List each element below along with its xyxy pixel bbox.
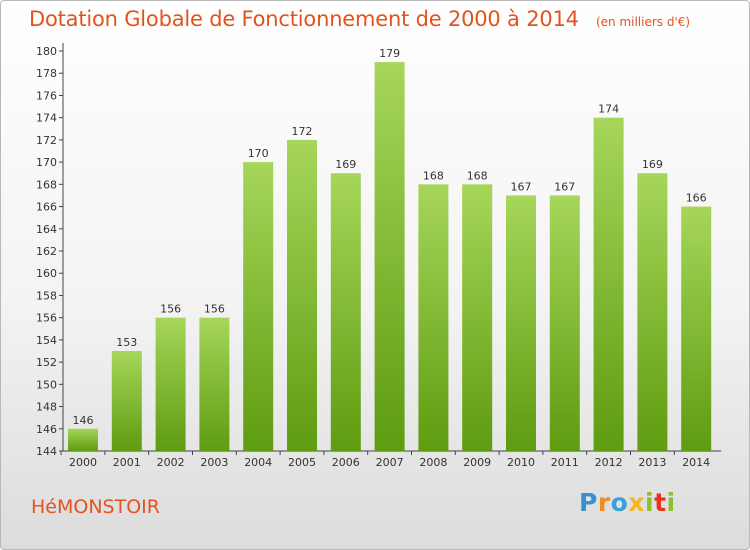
x-tick-label: 2014 — [682, 456, 710, 469]
y-tick-label: 176 — [36, 89, 57, 102]
y-tick-label: 150 — [36, 378, 57, 391]
x-tick-label: 2009 — [463, 456, 491, 469]
bar — [155, 317, 186, 451]
x-tick-label: 2003 — [200, 456, 228, 469]
x-tick-label: 2008 — [419, 456, 447, 469]
y-tick-label: 166 — [36, 201, 57, 214]
x-tick-label: 2002 — [157, 456, 185, 469]
y-tick-label: 168 — [36, 178, 57, 191]
x-tick-label: 2010 — [507, 456, 535, 469]
bar-value-label: 172 — [292, 125, 313, 138]
bar-value-label: 174 — [598, 103, 619, 116]
bar-value-label: 170 — [248, 147, 269, 160]
bar-value-label: 156 — [204, 303, 225, 316]
x-tick-label: 2012 — [595, 456, 623, 469]
bar — [287, 139, 317, 451]
x-tick-label: 2005 — [288, 456, 316, 469]
bar-value-label: 168 — [423, 169, 444, 182]
y-tick-label: 146 — [36, 423, 57, 436]
bar-value-label: 168 — [467, 169, 488, 182]
y-tick-label: 180 — [36, 45, 57, 58]
bar-value-label: 146 — [73, 414, 94, 427]
bar-value-label: 153 — [116, 336, 137, 349]
y-tick-label: 158 — [36, 289, 57, 302]
bar-value-label: 156 — [160, 303, 181, 316]
bar — [593, 117, 624, 452]
bar — [681, 206, 712, 451]
y-tick-label: 178 — [36, 67, 57, 80]
bar — [111, 351, 142, 451]
y-tick-label: 154 — [36, 334, 57, 347]
bar-value-label: 179 — [379, 47, 400, 60]
x-tick-label: 2000 — [69, 456, 97, 469]
commune-name: HéMONSTOIR — [31, 496, 160, 518]
chart-title-row: Dotation Globale de Fonctionnement de 20… — [29, 7, 690, 31]
y-tick-label: 170 — [36, 156, 57, 169]
y-tick-label: 152 — [36, 356, 57, 369]
y-tick-label: 162 — [36, 245, 57, 258]
y-tick-label: 156 — [36, 312, 57, 325]
y-tick-label: 160 — [36, 267, 57, 280]
bar — [374, 62, 405, 451]
chart-title: Dotation Globale de Fonctionnement de 20… — [29, 7, 579, 31]
x-tick-label: 2007 — [376, 456, 404, 469]
bar — [199, 317, 230, 451]
bar-value-label: 169 — [642, 158, 663, 171]
bar-value-label: 166 — [686, 192, 707, 205]
x-tick-label: 2013 — [638, 456, 666, 469]
x-tick-label: 2011 — [551, 456, 579, 469]
proxiti-logo: Proxiti — [579, 488, 676, 517]
bar — [243, 162, 274, 451]
y-tick-label: 148 — [36, 401, 57, 414]
bar — [506, 195, 536, 451]
bar — [418, 184, 449, 452]
x-tick-label: 2004 — [244, 456, 272, 469]
bar — [330, 173, 361, 451]
y-tick-label: 174 — [36, 112, 57, 125]
bar — [549, 195, 580, 451]
y-tick-label: 164 — [36, 223, 57, 236]
x-tick-label: 2006 — [332, 456, 360, 469]
bar — [637, 173, 668, 451]
bar — [68, 428, 98, 451]
x-tick-label: 2001 — [113, 456, 141, 469]
y-tick-label: 172 — [36, 134, 57, 147]
y-tick-label: 144 — [36, 445, 57, 458]
bar-value-label: 169 — [335, 158, 356, 171]
bar — [462, 184, 493, 452]
bar-value-label: 167 — [511, 180, 532, 193]
unit-note: (en milliers d'€) — [595, 15, 691, 29]
bar-value-label: 167 — [554, 180, 575, 193]
